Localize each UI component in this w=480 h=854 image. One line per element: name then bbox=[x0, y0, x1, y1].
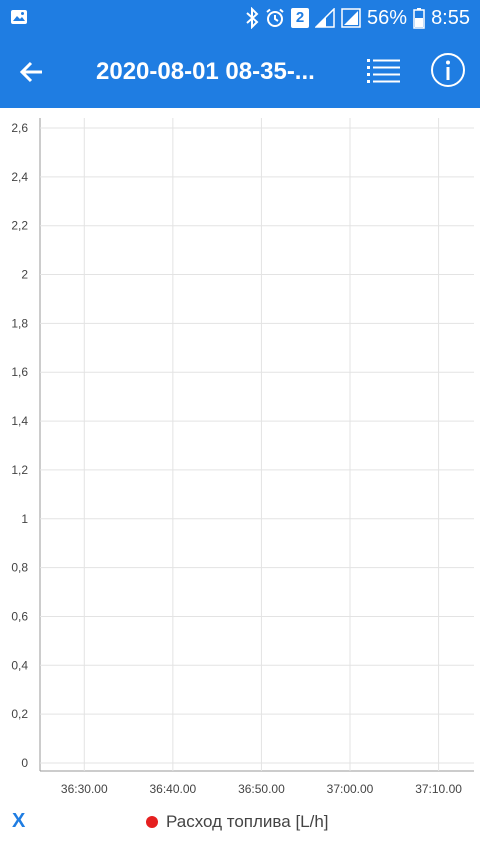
back-button[interactable] bbox=[14, 54, 50, 90]
y-tick-label: 1,2 bbox=[11, 463, 28, 477]
y-tick-label: 0,2 bbox=[11, 707, 28, 721]
y-tick-label: 2,6 bbox=[11, 121, 28, 135]
battery-percent: 56% bbox=[367, 7, 408, 29]
x-tick-label: 36:40.00 bbox=[149, 782, 196, 796]
x-axis-toggle-button[interactable]: X bbox=[12, 810, 26, 832]
bluetooth-icon bbox=[245, 7, 259, 29]
y-tick-label: 1,4 bbox=[11, 414, 28, 428]
x-tick-label: 37:00.00 bbox=[327, 782, 374, 796]
app-bar: 2020-08-01 08-35-... bbox=[0, 36, 480, 108]
alarm-clock-icon bbox=[265, 8, 285, 28]
battery-icon bbox=[413, 7, 425, 29]
y-tick-label: 0,8 bbox=[11, 561, 28, 575]
x-tick-label: 36:30.00 bbox=[61, 782, 108, 796]
signal-strength-icon bbox=[341, 8, 361, 28]
y-tick-label: 0 bbox=[21, 756, 28, 770]
legend-item[interactable]: Расход топлива [L/h] bbox=[146, 812, 329, 832]
gallery-notification-icon bbox=[10, 8, 28, 26]
y-tick-label: 1,8 bbox=[11, 316, 28, 330]
status-bar: 2 56% 8:55 bbox=[0, 0, 480, 36]
x-tick-label: 37:10.00 bbox=[415, 782, 462, 796]
clock: 8:55 bbox=[431, 7, 470, 29]
chart-legend: X Расход топлива [L/h] bbox=[0, 808, 480, 838]
list-button[interactable] bbox=[366, 56, 402, 88]
legend-label: Расход топлива [L/h] bbox=[166, 812, 329, 831]
y-tick-label: 1 bbox=[21, 512, 28, 526]
y-tick-label: 1,6 bbox=[11, 365, 28, 379]
info-icon bbox=[431, 53, 465, 87]
legend-swatch bbox=[146, 816, 158, 828]
signal-icon bbox=[315, 8, 335, 28]
y-tick-label: 2,4 bbox=[11, 170, 28, 184]
arrow-left-icon bbox=[19, 61, 42, 83]
y-tick-label: 0,6 bbox=[11, 609, 28, 623]
y-tick-label: 0,4 bbox=[11, 658, 28, 672]
fuel-consumption-chart: 0 0,2 0,4 0,6 0,8 1 1,2 1,4 1,6 1,8 2 2,2 2,4 2,6 36:3… bbox=[11, 118, 474, 796]
info-button[interactable] bbox=[430, 52, 466, 88]
page-title: 2020-08-01 08-35-... bbox=[96, 58, 315, 85]
y-tick-label: 2 bbox=[21, 268, 28, 282]
y-tick-label: 2,2 bbox=[11, 219, 28, 233]
sim-badge-icon: 2 bbox=[291, 8, 310, 28]
list-icon bbox=[367, 59, 400, 83]
x-tick-label: 36:50.00 bbox=[238, 782, 285, 796]
